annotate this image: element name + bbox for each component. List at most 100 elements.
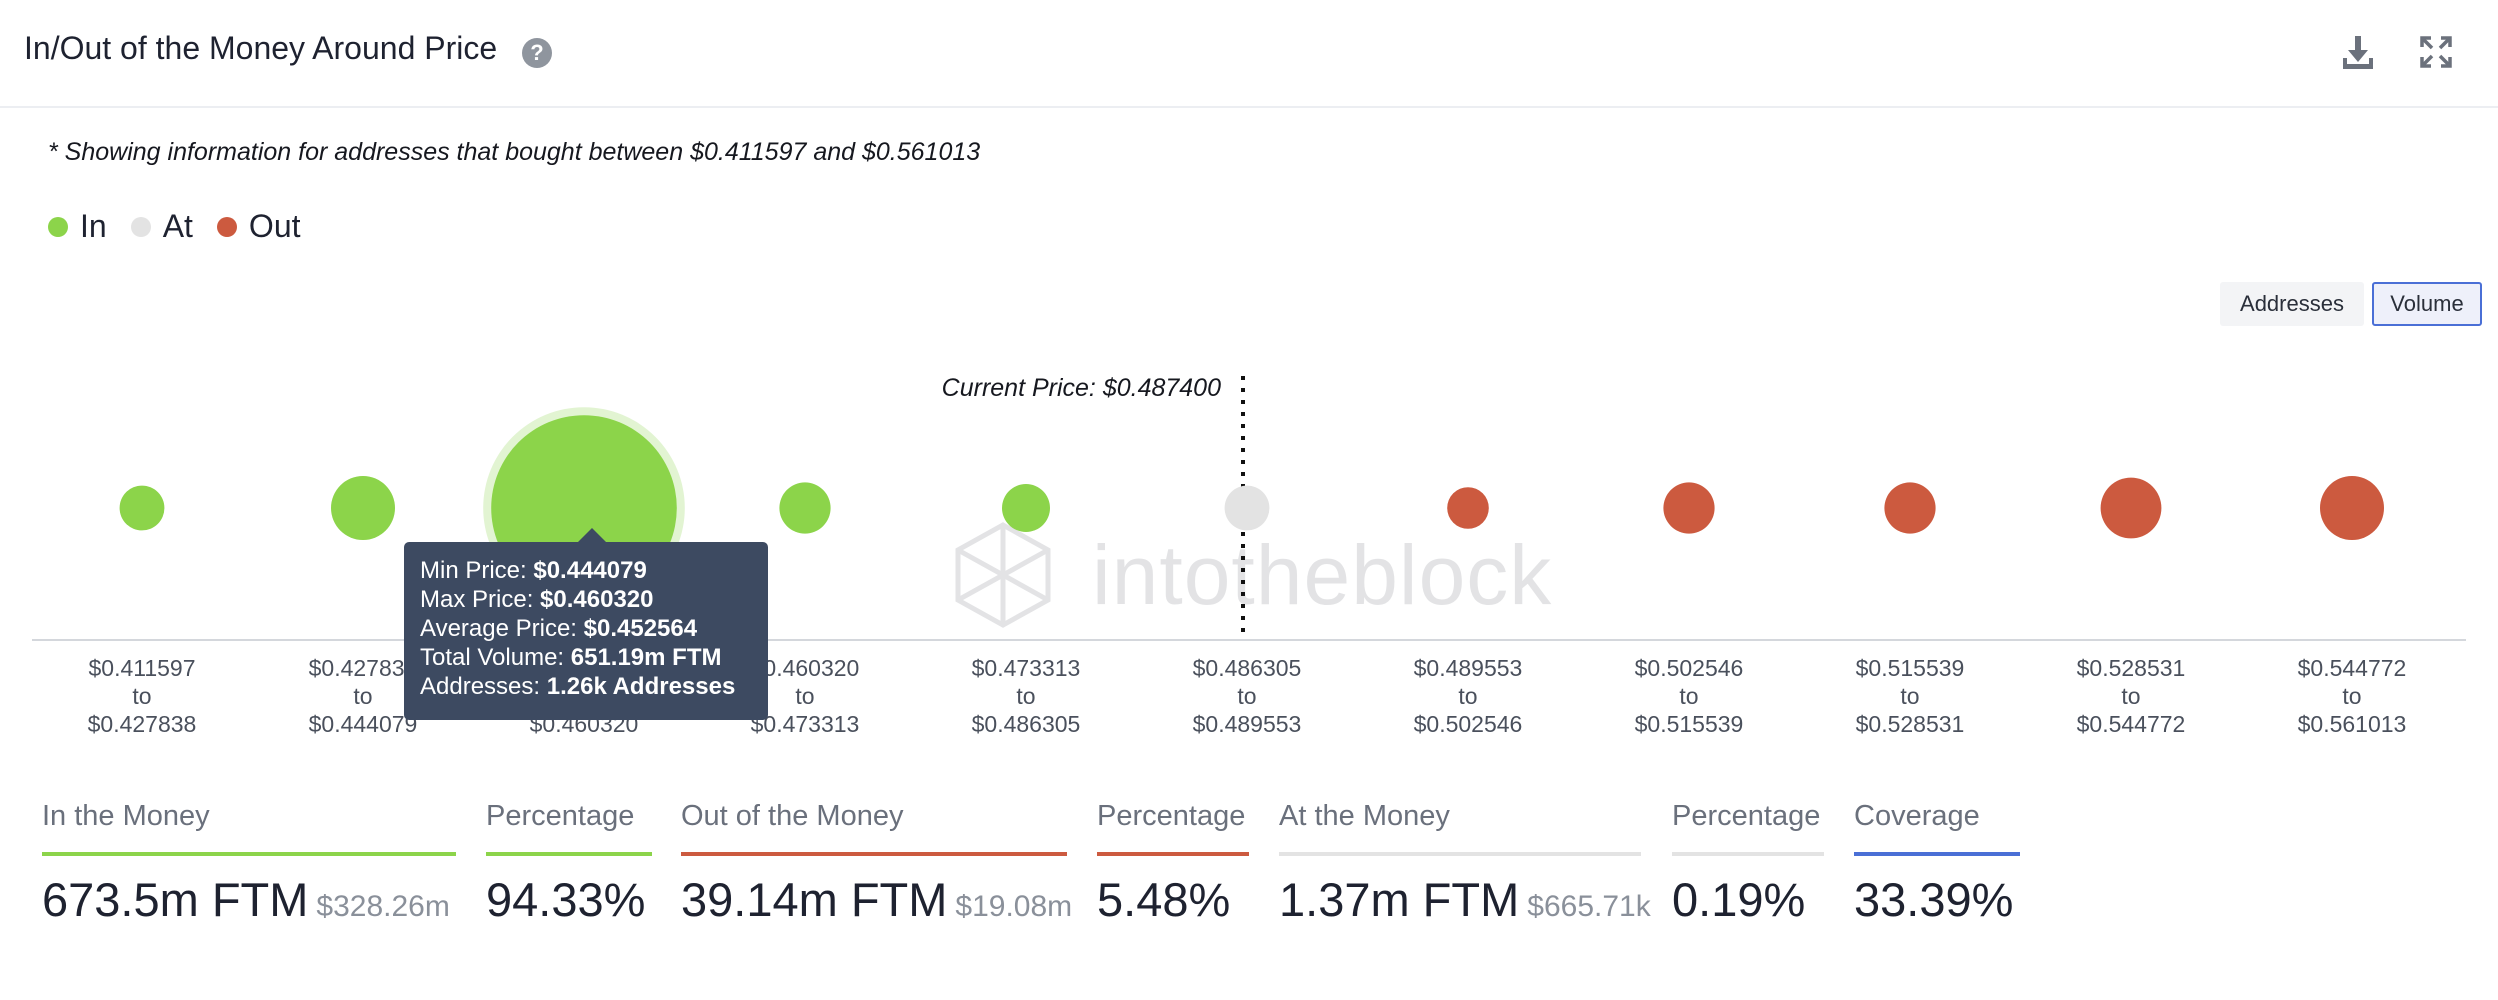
watermark: intotheblock <box>948 520 1552 630</box>
stat-value: 94.33% <box>486 873 646 926</box>
tick-label: $0.515539 <box>1635 711 1744 737</box>
bubble-tooltip: Min Price: $0.444079 Max Price: $0.46032… <box>404 528 768 720</box>
stat-in-percentage: Percentage 94.33% <box>486 800 652 927</box>
tooltip-avg-label: Average Price: <box>420 615 584 642</box>
stat-usd-value: $328.26m <box>316 890 450 923</box>
stat-value: 33.39% <box>1854 873 2014 926</box>
stat-label: Out of the Money <box>681 800 904 832</box>
legend-label-out: Out <box>248 208 301 244</box>
bubble-out[interactable] <box>2320 476 2384 540</box>
tooltip-min-label: Min Price: <box>420 557 534 584</box>
bubble-in[interactable] <box>779 482 831 534</box>
stat-label: In the Money <box>42 800 210 832</box>
legend-dot-out <box>216 216 237 237</box>
legend-label-at: At <box>162 208 193 244</box>
tick-label: $0.460320 <box>751 655 860 681</box>
tick-label: $0.444079 <box>309 711 418 737</box>
legend-label-in: In <box>80 208 107 244</box>
stat-label: Percentage <box>1672 800 1821 832</box>
stat-rule <box>486 852 652 856</box>
bubble-out[interactable] <box>2100 477 2162 539</box>
tick-label: to <box>353 683 372 709</box>
current-price-label: Current Price: $0.487400 <box>942 374 1221 402</box>
chart-title: In/Out of the Money Around Price <box>24 30 498 66</box>
stat-main-value: 39.14m FTM <box>681 873 948 926</box>
expand-icon[interactable] <box>2414 30 2458 74</box>
stat-rule <box>1279 852 1641 856</box>
stat-rule <box>1097 852 1249 856</box>
tick-label: $0.473313 <box>751 711 860 737</box>
tick-label: $0.489553 <box>1193 711 1302 737</box>
tick-label: $0.486305 <box>972 711 1081 737</box>
tick-label: to <box>1237 683 1256 709</box>
stat-label: Percentage <box>1097 800 1246 832</box>
tick-label: to <box>1458 683 1477 709</box>
legend-item-at[interactable]: At <box>130 208 193 245</box>
tooltip-addresses-value: 1.26k Addresses <box>546 673 736 700</box>
tooltip-min-value: $0.444079 <box>533 557 647 584</box>
tick-label: $0.486305 <box>1193 655 1302 681</box>
stat-value: 39.14m FTM $19.08m <box>681 872 1072 927</box>
addresses-toggle-button[interactable]: Addresses <box>2220 282 2364 326</box>
tooltip-volume-label: Total Volume: <box>420 644 571 671</box>
stat-in-the-money: In the Money 673.5m FTM $328.26m <box>42 800 456 927</box>
legend-dot-in <box>48 216 68 237</box>
stat-out-of-the-money: Out of the Money 39.14m FTM $19.08m <box>681 800 1072 927</box>
stat-usd-value: $19.08m <box>955 890 1073 923</box>
tick-label: $0.515539 <box>1856 655 1965 681</box>
tick-label: to <box>1679 683 1698 709</box>
stat-value: 0.19% <box>1672 873 1806 926</box>
tick-label: $0.544772 <box>2077 711 2186 737</box>
bubble-chart: Current Price: $0.487400$0.411597to$0.42… <box>32 374 2466 737</box>
tick-label: to <box>2121 683 2140 709</box>
bubble-in[interactable] <box>119 485 165 531</box>
bubble-out[interactable] <box>1663 482 1715 534</box>
stat-label: At the Money <box>1279 800 1450 832</box>
bubble-at[interactable] <box>1224 485 1270 531</box>
stat-coverage: Coverage 33.39% <box>1854 800 2020 927</box>
bubble-in[interactable] <box>1002 484 1050 532</box>
tick-label: $0.528531 <box>1856 711 1965 737</box>
stat-rule <box>1854 852 2020 856</box>
tick-label: $0.427838 <box>309 655 418 681</box>
tick-label: to <box>1900 683 1919 709</box>
tick-label: $0.473313 <box>972 655 1081 681</box>
stat-out-percentage: Percentage 5.48% <box>1097 800 1249 927</box>
tooltip-avg-value: $0.452564 <box>583 615 698 642</box>
tick-label: $0.544772 <box>2298 655 2407 681</box>
legend-item-out[interactable]: Out <box>216 208 301 245</box>
legend: In At Out <box>48 208 301 245</box>
watermark-text: intotheblock <box>1092 527 1553 622</box>
tick-label: $0.502546 <box>1414 711 1523 737</box>
tick-label: to <box>1016 683 1035 709</box>
stat-rule <box>42 852 456 856</box>
help-icon[interactable]: ? <box>522 38 552 68</box>
tick-label: $0.528531 <box>2077 655 2186 681</box>
stat-main-value: 1.37m FTM <box>1279 873 1520 926</box>
tooltip-max-label: Max Price: <box>420 586 541 613</box>
tick-label: to <box>795 683 814 709</box>
watermark-logo-icon <box>955 522 1051 628</box>
stat-rule <box>1672 852 1824 856</box>
stat-label: Coverage <box>1854 800 1980 832</box>
range-note: * Showing information for addresses that… <box>48 138 981 166</box>
bubble-out[interactable] <box>1884 482 1936 534</box>
chart-header: In/Out of the Money Around Price ? <box>0 0 2498 108</box>
stat-usd-value: $665.71k <box>1527 890 1651 923</box>
legend-item-in[interactable]: In <box>48 208 107 245</box>
stat-value: 1.37m FTM $665.71k <box>1279 872 1651 927</box>
tooltip-max-value: $0.460320 <box>540 586 654 613</box>
stat-label: Percentage <box>486 800 635 832</box>
tick-label: to <box>132 683 151 709</box>
download-icon[interactable] <box>2336 30 2380 74</box>
stat-at-the-money: At the Money 1.37m FTM $665.71k <box>1279 800 1651 927</box>
stat-rule <box>681 852 1067 856</box>
bubble-out[interactable] <box>1447 487 1489 529</box>
tick-label: $0.489553 <box>1414 655 1523 681</box>
tick-label: $0.502546 <box>1635 655 1744 681</box>
tick-label: $0.411597 <box>88 655 195 681</box>
stat-main-value: 673.5m FTM <box>42 873 309 926</box>
bubble-in[interactable] <box>331 476 395 540</box>
volume-toggle-button[interactable]: Volume <box>2372 282 2482 326</box>
tick-label: to <box>2342 683 2361 709</box>
